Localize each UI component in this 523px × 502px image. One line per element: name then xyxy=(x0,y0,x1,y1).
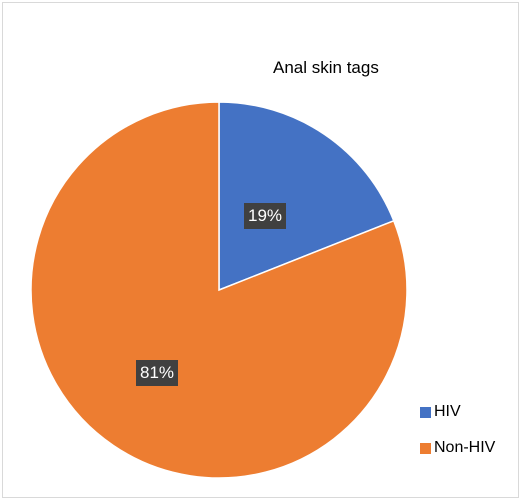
chart-title: Anal skin tags xyxy=(273,58,379,77)
legend-swatch-hiv xyxy=(420,406,431,418)
legend-label-hiv: HIV xyxy=(434,403,461,420)
data-label-hiv: 19% xyxy=(244,203,287,229)
pie-slice-hiv xyxy=(218,101,395,292)
pie-slice-non-hiv xyxy=(30,101,408,479)
legend: HIV Non-HIV xyxy=(420,402,495,474)
legend-swatch-non-hiv xyxy=(420,442,431,454)
legend-label-non-hiv: Non-HIV xyxy=(434,439,496,456)
legend-entry-hiv: HIV xyxy=(420,402,495,422)
data-label-non-hiv: 81% xyxy=(136,360,179,386)
legend-entry-non-hiv: Non-HIV xyxy=(420,438,495,458)
